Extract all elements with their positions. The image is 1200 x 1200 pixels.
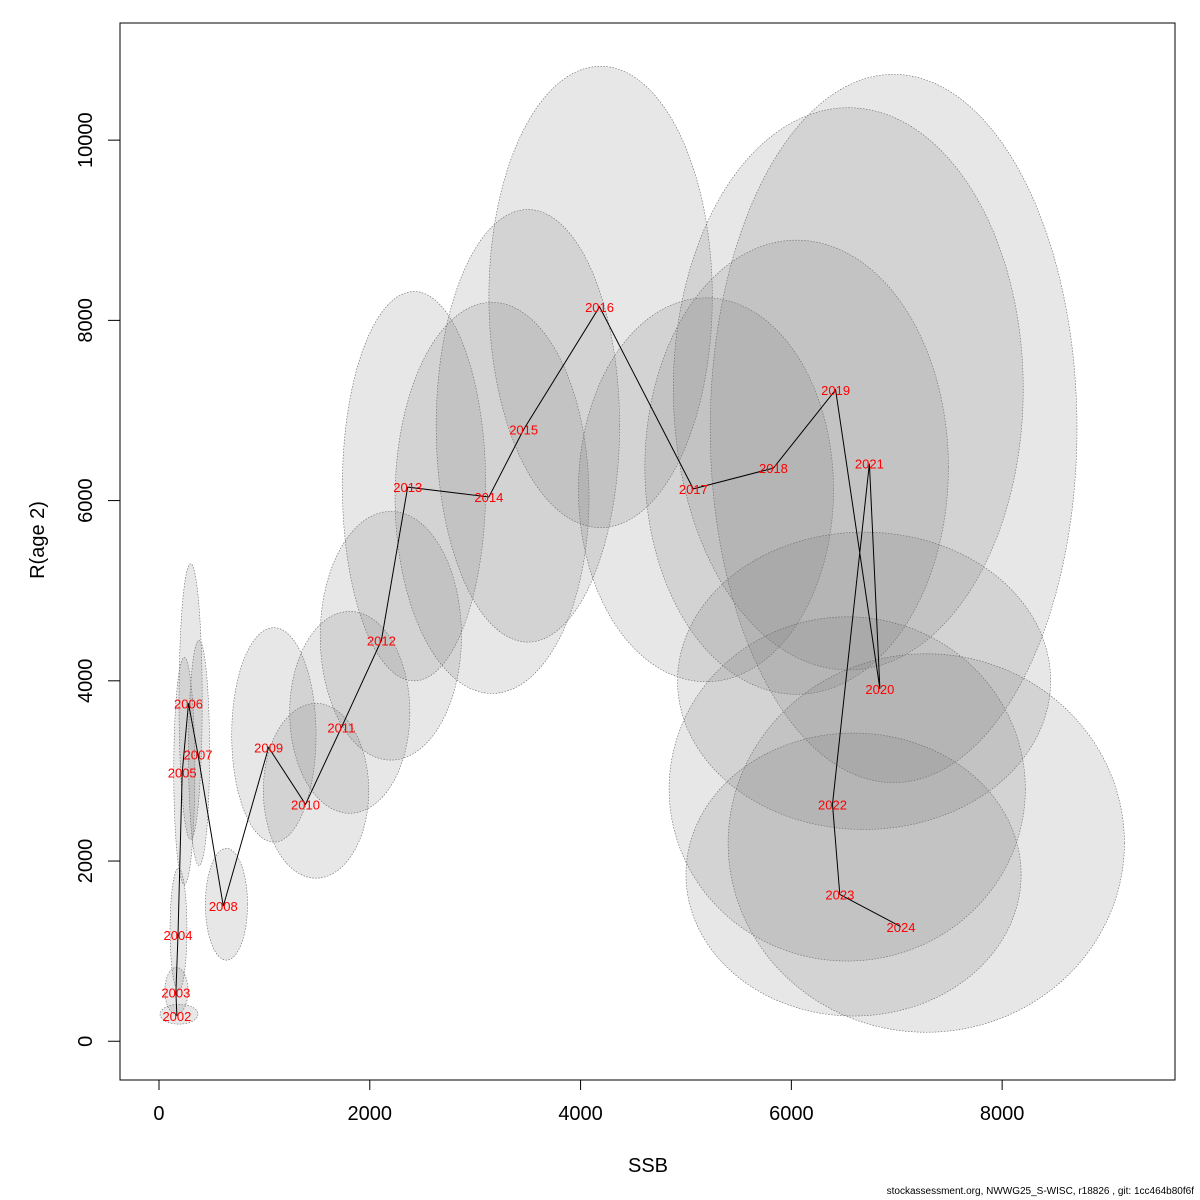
- point-label-2002: 2002: [162, 1009, 191, 1024]
- confidence-ellipse-2005: [173, 657, 196, 885]
- confidence-ellipse-2019: [673, 107, 1024, 671]
- y-tick-label-1: 2000: [75, 839, 97, 884]
- confidence-ellipse-2016: [488, 65, 713, 528]
- point-label-2005: 2005: [168, 766, 197, 781]
- point-label-2009: 2009: [254, 740, 283, 755]
- point-label-2016: 2016: [585, 300, 614, 315]
- confidence-ellipse-2017: [578, 297, 834, 683]
- x-tick-label-0: 0: [153, 1103, 164, 1125]
- confidence-ellipse-2012: [319, 511, 462, 761]
- x-tick-label-3: 6000: [769, 1103, 814, 1125]
- confidence-ellipse-2014: [394, 302, 590, 694]
- confidence-ellipse-2015: [435, 209, 620, 643]
- confidence-ellipse-2020: [677, 531, 1051, 830]
- y-tick-label-5: 10000: [75, 112, 97, 168]
- x-tick-label-2: 4000: [558, 1103, 603, 1125]
- y-tick-label-4: 8000: [75, 298, 97, 343]
- trajectory: [175, 305, 902, 1017]
- x-axis: 0 2000 4000 6000 8000: [153, 1079, 1025, 1125]
- point-label-2020: 2020: [865, 682, 894, 697]
- confidence-ellipse-2013: [342, 291, 487, 682]
- point-label-2008: 2008: [209, 899, 238, 914]
- point-labels: 2002 2003 2004 2005 2006 2007 2008 2009 2010 2011…: [161, 300, 915, 1024]
- confidence-ellipse-2024: [727, 653, 1125, 1033]
- point-label-2021: 2021: [855, 457, 884, 472]
- y-tick-label-2: 4000: [75, 659, 97, 704]
- point-label-2003: 2003: [161, 986, 190, 1001]
- y-tick-label-0: 0: [75, 1036, 97, 1047]
- point-label-2024: 2024: [887, 920, 916, 935]
- confidence-ellipse-2022: [668, 616, 1026, 962]
- point-label-2017: 2017: [679, 482, 708, 497]
- trajectory-line: [175, 305, 902, 1017]
- confidence-regions: [159, 65, 1125, 1033]
- confidence-ellipse-2006: [178, 563, 203, 840]
- y-axis-label: R(age 2): [27, 501, 49, 579]
- point-label-2006: 2006: [174, 696, 203, 711]
- point-label-2023: 2023: [825, 887, 854, 902]
- y-axis: 0 2000 4000 6000 8000 10000: [75, 112, 121, 1047]
- point-label-2013: 2013: [393, 480, 422, 495]
- confidence-ellipse-2007: [188, 639, 210, 866]
- point-label-2012: 2012: [367, 633, 396, 648]
- y-tick-label-3: 6000: [75, 478, 97, 523]
- point-label-2018: 2018: [759, 461, 788, 476]
- point-label-2010: 2010: [291, 797, 320, 812]
- point-label-2007: 2007: [184, 748, 213, 763]
- confidence-ellipse-2023: [685, 732, 1022, 1017]
- confidence-ellipse-2010: [263, 703, 370, 879]
- x-tick-label-1: 2000: [348, 1103, 393, 1125]
- point-label-2014: 2014: [474, 490, 503, 505]
- footer-source: stockassessment.org, NWWG25_S-WISC, r188…: [886, 1186, 1194, 1197]
- point-label-2022: 2022: [818, 797, 847, 812]
- x-axis-label: SSB: [628, 1155, 668, 1177]
- point-label-2019: 2019: [821, 383, 850, 398]
- point-label-2004: 2004: [164, 928, 193, 943]
- confidence-ellipse-2011: [289, 611, 411, 814]
- x-tick-label-4: 8000: [980, 1103, 1025, 1125]
- confidence-ellipse-2021: [709, 74, 1078, 783]
- point-label-2011: 2011: [327, 721, 355, 736]
- confidence-ellipse-2008: [205, 848, 248, 961]
- point-label-2015: 2015: [509, 422, 538, 437]
